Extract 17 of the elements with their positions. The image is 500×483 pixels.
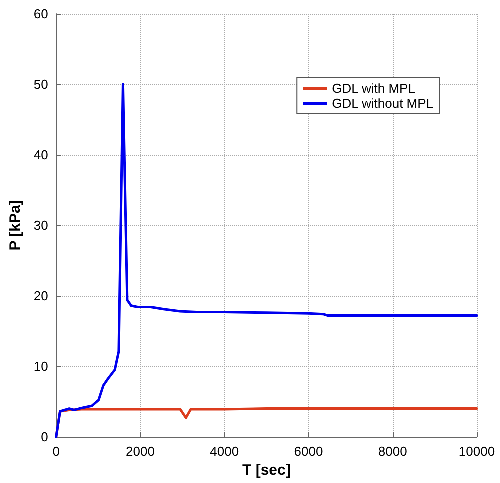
x-tick-label: 2000 (126, 444, 155, 459)
x-tick-label: 8000 (378, 444, 408, 459)
x-tick-label: 10000 (458, 444, 496, 459)
y-tick-label: 60 (34, 6, 48, 22)
y-tick-label: 40 (34, 148, 48, 162)
x-tick-label: 4000 (210, 444, 240, 459)
legend-label: GDL with MPL (332, 81, 416, 96)
x-axis-title: T [sec] (242, 462, 291, 479)
x-tick-label: 6000 (294, 444, 324, 459)
y-tick-label: 30 (34, 218, 48, 233)
y-tick-label: 50 (34, 77, 48, 92)
y-tick-label: 10 (34, 359, 48, 374)
y-axis-title: P [kPa] (7, 200, 24, 251)
x-tick-label: 0 (52, 444, 60, 459)
y-tick-label: 0 (41, 430, 48, 444)
y-tick-label: 20 (34, 288, 48, 304)
legend-label: GDL without MPL (332, 96, 434, 111)
